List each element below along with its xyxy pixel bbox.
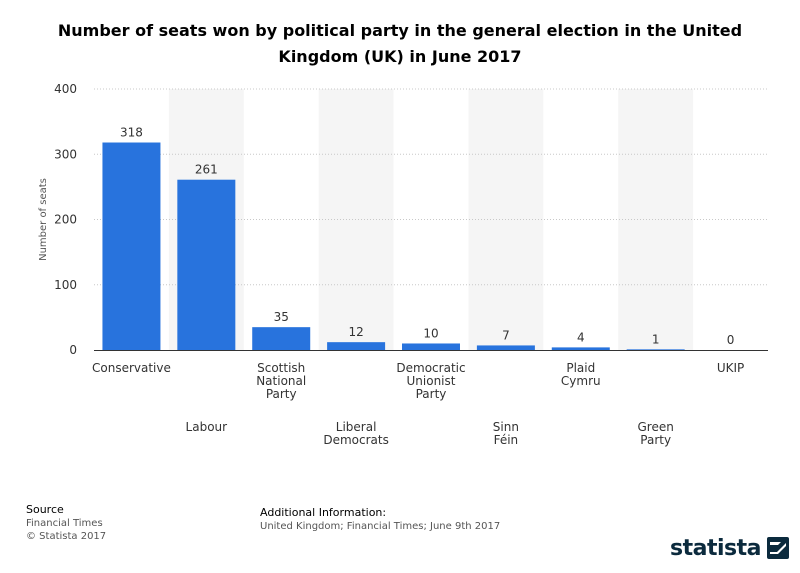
chart-title: Number of seats won by political party i… [57,21,743,66]
bar [252,327,311,350]
x-tick-label: Democratic Unionist Party [396,361,465,401]
copyright-text: © Statista 2017 [26,531,107,542]
value-label: 7 [502,328,510,342]
statista-brand[interactable]: statista [670,534,789,562]
bar [102,142,161,350]
y-tick-label: 100 [54,278,77,292]
y-tick-label: 200 [54,213,77,227]
value-label: 0 [727,333,735,347]
additional-info-text: United Kingdom; Financial Times; June 9t… [260,521,501,532]
y-tick-label: 300 [54,147,77,161]
additional-info-heading: Additional Information: [260,506,387,519]
value-label: 12 [348,325,363,339]
x-tick-label: Conservative [92,361,171,375]
source-heading: Source [26,503,64,516]
brand-name: statista [670,535,761,561]
x-tick-label: Green Party [637,420,673,447]
x-tick-label: Plaid Cymru [561,361,601,388]
value-label: 1 [652,332,660,346]
x-tick-label: Labour [186,420,228,434]
x-tick-label: Scottish National Party [256,361,306,401]
value-label: 318 [120,126,143,140]
bar [551,347,610,350]
value-label: 261 [195,163,218,177]
bar [327,342,386,350]
bar [476,345,535,350]
x-tick-label: Liberal Democrats [323,420,389,447]
bar [402,343,460,350]
source-text: Financial Times [26,518,103,529]
bar [626,349,685,350]
x-tick-label: UKIP [717,361,744,375]
y-tick-label: 0 [69,343,77,357]
y-axis-label: Number of seats [38,178,49,261]
value-label: 4 [577,330,585,344]
value-label: 35 [274,310,289,324]
statista-logo-icon [766,537,789,559]
bar [177,179,236,350]
value-label: 10 [423,326,438,340]
x-tick-label: Sinn Féin [493,420,519,447]
y-tick-label: 400 [54,82,77,96]
